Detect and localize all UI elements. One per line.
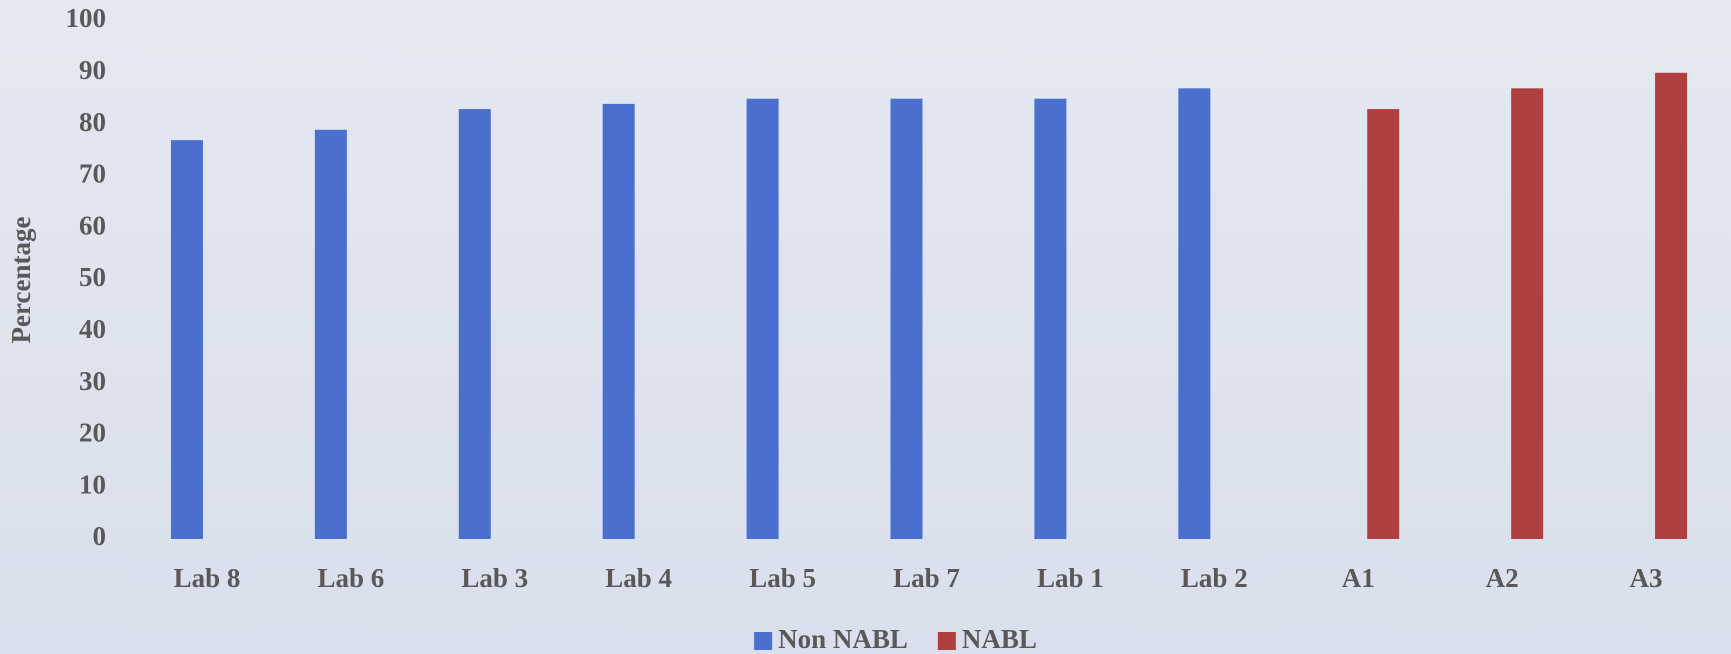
bar	[170, 140, 203, 539]
y-tick-label: 90	[79, 55, 106, 85]
y-tick-label: 100	[66, 3, 107, 33]
y-tick-label: 20	[79, 418, 106, 448]
x-tick-label: A3	[1630, 563, 1663, 593]
x-tick-label: A1	[1342, 563, 1375, 593]
x-tick-label: Lab 4	[605, 563, 672, 593]
x-tick-label: Lab 7	[893, 563, 960, 593]
y-axis-label: Percentage	[6, 217, 36, 344]
bar	[602, 103, 635, 539]
bar	[1178, 88, 1211, 539]
bar	[458, 109, 491, 539]
x-tick-label: A2	[1486, 563, 1519, 593]
bar	[746, 98, 779, 539]
x-tick-label: Lab 3	[461, 563, 528, 593]
bar	[1655, 72, 1688, 540]
bar	[1367, 109, 1400, 539]
y-tick-label: 60	[79, 210, 106, 240]
y-tick-label: 30	[79, 366, 106, 396]
legend-swatch	[937, 632, 956, 650]
y-tick-label: 0	[93, 521, 107, 551]
x-tick-label: Lab 1	[1037, 563, 1104, 593]
bar	[1511, 88, 1544, 539]
x-tick-label: Lab 6	[317, 563, 384, 593]
legend-label: NABL	[962, 624, 1037, 654]
bar	[890, 98, 923, 539]
x-tick-label: Lab 8	[174, 563, 241, 593]
legend-swatch	[754, 632, 773, 650]
y-tick-label: 80	[79, 107, 106, 137]
y-tick-label: 40	[79, 314, 106, 344]
y-tick-label: 50	[79, 262, 106, 292]
bar	[314, 129, 347, 539]
legend-label: Non NABL	[778, 624, 908, 654]
x-tick-label: Lab 2	[1181, 563, 1248, 593]
y-tick-label: 10	[79, 469, 106, 499]
x-tick-label: Lab 5	[749, 563, 816, 593]
y-tick-label: 70	[79, 159, 106, 189]
bar	[1034, 98, 1067, 539]
